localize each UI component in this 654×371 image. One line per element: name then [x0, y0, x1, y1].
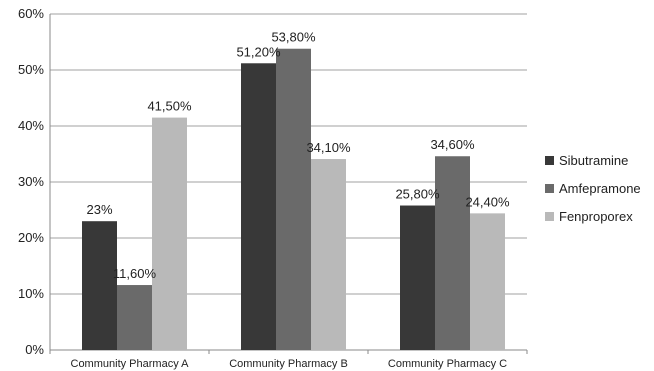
x-category-label: Community Pharmacy A — [71, 358, 190, 370]
y-tick-label: 30% — [18, 174, 44, 189]
y-tick-label: 40% — [18, 118, 44, 133]
x-category-label: Community Pharmacy C — [388, 358, 507, 370]
bar — [117, 285, 152, 350]
legend-swatch — [545, 212, 554, 221]
data-label: 53,80% — [271, 30, 316, 45]
bar — [311, 159, 346, 350]
data-label: 24,40% — [465, 194, 510, 209]
data-label: 25,80% — [395, 187, 440, 202]
data-label: 23% — [86, 202, 112, 217]
y-tick-label: 20% — [18, 230, 44, 245]
y-tick-label: 50% — [18, 62, 44, 77]
bar — [276, 48, 311, 350]
bars — [82, 48, 505, 350]
legend: Sibutramine Amfepramone Fenproporex — [545, 153, 641, 224]
legend-label: Sibutramine — [559, 153, 628, 168]
bar — [82, 221, 117, 350]
x-axis: Community Pharmacy A Community Pharmacy B… — [49, 350, 528, 370]
data-label: 51,20% — [236, 44, 281, 59]
legend-swatch — [545, 156, 554, 165]
data-label: 34,10% — [306, 140, 351, 155]
legend-swatch — [545, 184, 554, 193]
data-labels: 23% 11,60% 41,50% 51,20%53,80% 34,10% 25,80% 3… — [86, 30, 510, 281]
data-label: 34,60% — [430, 137, 475, 152]
legend-label: Amfepramone — [559, 181, 641, 196]
bar — [241, 63, 276, 350]
bar — [400, 205, 435, 350]
bar — [470, 213, 505, 350]
data-label: 41,50% — [147, 99, 192, 114]
y-tick-label: 60% — [18, 6, 44, 21]
y-tick-label: 0% — [25, 342, 44, 357]
bar — [152, 117, 187, 350]
y-axis: 0% 10% 20% 30% 40% 50% 60% — [18, 6, 51, 357]
data-label: 11,60% — [113, 266, 157, 281]
bar — [435, 156, 470, 350]
y-tick-label: 10% — [18, 286, 44, 301]
legend-label: Fenproporex — [559, 209, 633, 224]
x-category-label: Community Pharmacy B — [229, 358, 348, 370]
